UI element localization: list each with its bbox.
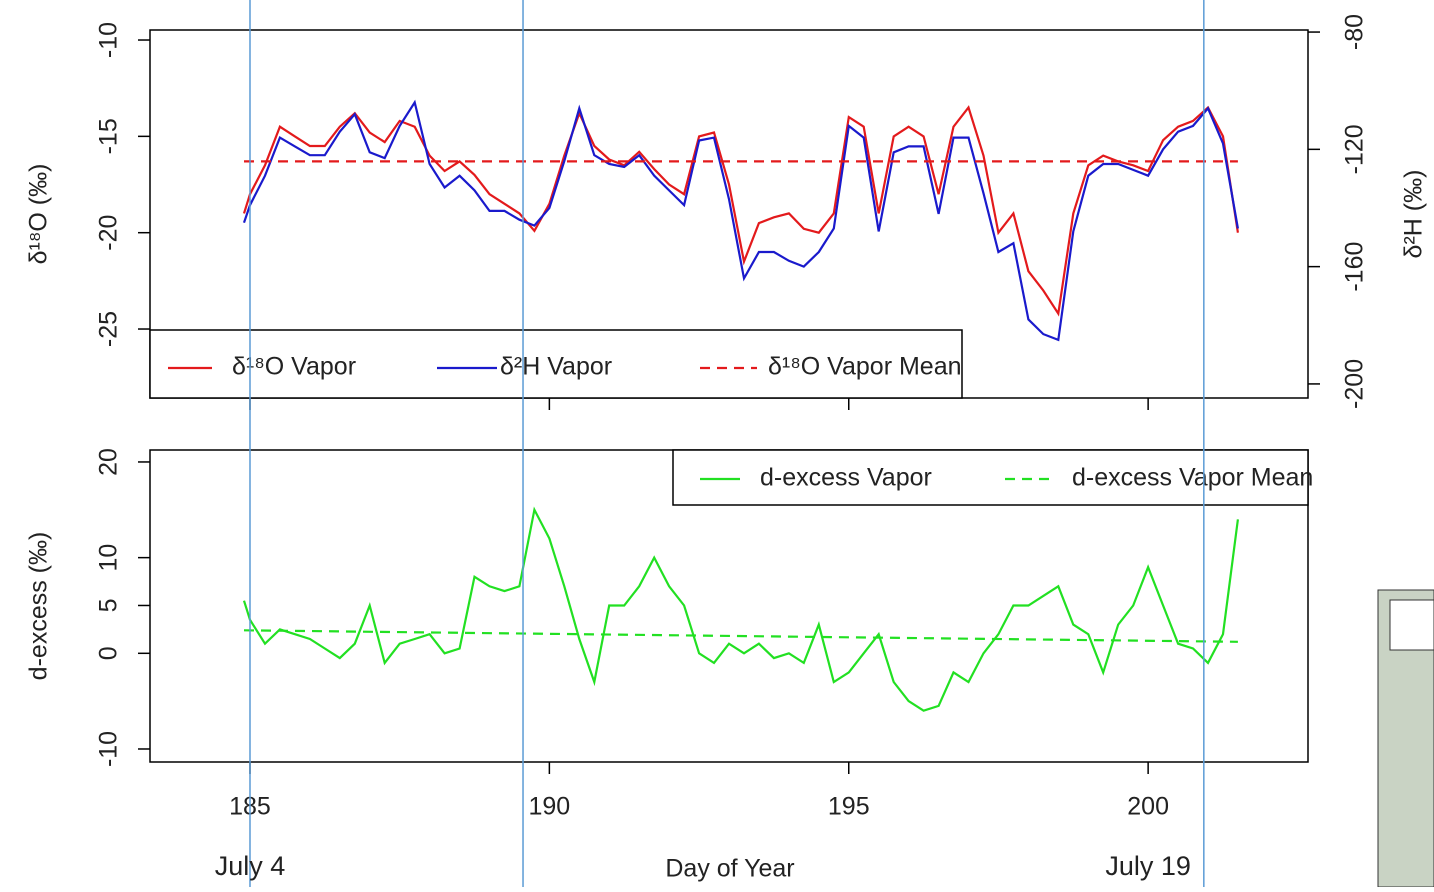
x-tick-label: 200	[1127, 793, 1169, 821]
series-line	[244, 510, 1238, 711]
x-axis-title: Day of Year	[665, 855, 794, 883]
legend-label: d-excess Vapor	[760, 464, 932, 492]
y-tick-label: 10	[95, 544, 123, 572]
legend-label: δ²H Vapor	[500, 353, 612, 381]
y2-axis-title: δ²H (‰)	[1400, 170, 1428, 259]
y-tick-label: -10	[95, 731, 123, 767]
legend-label: d-excess Vapor Mean	[1072, 464, 1313, 492]
y-axis-title: d-excess (‰)	[25, 532, 53, 681]
y2-tick-label: -200	[1341, 359, 1369, 409]
y-tick-label: -20	[95, 215, 123, 251]
y-tick-label: 0	[95, 646, 123, 660]
chart: -10 -15 -20 -25 δ¹⁸O (‰) -80 -120 -160 -200 δ²H (…	[0, 0, 1434, 887]
y-tick-label: -15	[95, 118, 123, 154]
map-compass-box	[1390, 600, 1434, 650]
legend-label: δ¹⁸O Vapor Mean	[768, 353, 962, 381]
x-tick-label: 190	[529, 793, 571, 821]
y-tick-label: 5	[95, 599, 123, 613]
x-tick-label: 195	[828, 793, 870, 821]
y2-tick-label: -160	[1341, 242, 1369, 292]
annotation: July 19	[1105, 851, 1191, 881]
annotation: July 4	[215, 851, 286, 881]
series-line	[244, 102, 1238, 340]
y2-tick-label: -120	[1341, 124, 1369, 174]
y2-tick-label: -80	[1341, 14, 1369, 50]
y-axis-title: δ¹⁸O (‰)	[25, 164, 53, 265]
y-tick-label: 20	[95, 448, 123, 476]
y-tick-label: -10	[95, 22, 123, 58]
y-tick-label: -25	[95, 311, 123, 347]
